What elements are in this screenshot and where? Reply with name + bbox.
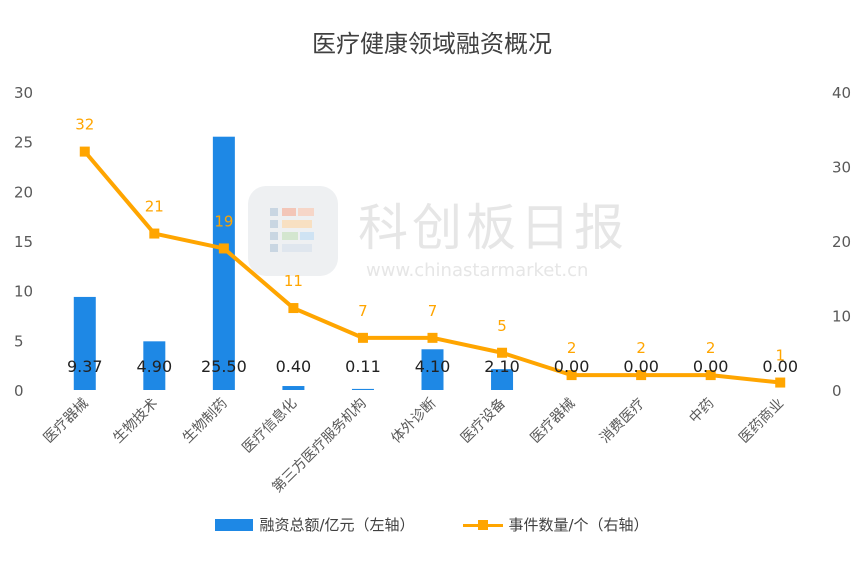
line-data-label: 5	[497, 317, 507, 335]
line-point	[566, 370, 577, 381]
category-label: 体外诊断	[388, 396, 439, 447]
line-point	[357, 332, 368, 343]
left-tick-label: 20	[14, 183, 33, 201]
line-point	[705, 370, 716, 381]
left-tick-label: 5	[14, 332, 24, 350]
right-axis: 0 10 20 30 40	[832, 84, 851, 400]
bar-data-label: 9.37	[67, 357, 103, 376]
bar	[143, 341, 166, 390]
category-label: 消费医疗	[597, 396, 648, 447]
legend-line-label: 事件数量/个（右轴）	[508, 516, 649, 534]
line-data-label: 2	[636, 339, 646, 357]
line-data-label: 1	[775, 347, 785, 365]
category-label: 医疗器械	[41, 396, 92, 447]
right-tick-label: 40	[832, 84, 851, 102]
left-axis: 0 5 10 15 20 25 30	[14, 84, 33, 400]
line-path	[83, 150, 781, 385]
bar-data-label: 0.11	[345, 357, 381, 376]
left-tick-label: 10	[14, 283, 33, 301]
bar-data-label: 4.10	[415, 357, 451, 376]
legend-item-bar: 融资总额/亿元（左轴）	[215, 514, 415, 535]
line-point	[497, 347, 508, 358]
left-tick-label: 15	[14, 233, 33, 251]
bar	[491, 369, 514, 390]
category-label: 医疗设备	[457, 395, 509, 447]
legend-item-line: 事件数量/个（右轴）	[462, 514, 649, 535]
right-tick-label: 10	[832, 308, 851, 326]
right-tick-label: 30	[832, 159, 851, 177]
category-label: 生物制药	[180, 396, 231, 447]
bar	[212, 136, 235, 390]
legend-line-swatch	[462, 519, 503, 531]
bar-series	[73, 136, 514, 390]
line-point	[288, 303, 299, 314]
legend-bar-swatch	[215, 518, 254, 531]
bar	[282, 386, 305, 390]
bar-data-label: 0.40	[276, 357, 312, 376]
line-point	[79, 146, 90, 157]
line-data-label: 21	[145, 198, 164, 216]
right-tick-label: 0	[832, 382, 842, 400]
bar	[421, 349, 444, 390]
right-tick-label: 20	[832, 233, 851, 251]
bar	[351, 388, 374, 390]
bar-data-label: 0.00	[762, 357, 798, 376]
bar-data-label: 25.50	[201, 357, 247, 376]
line-point	[427, 332, 438, 343]
bar-data-label: 4.90	[137, 357, 173, 376]
category-label: 医疗器械	[528, 396, 579, 447]
chart-title: 医疗健康领域融资概况	[312, 30, 552, 58]
left-tick-label: 30	[14, 84, 33, 102]
bar-data-label: 2.10	[484, 357, 520, 376]
line-point	[218, 243, 229, 254]
line-point	[636, 370, 647, 381]
category-label: 中药	[686, 396, 717, 427]
line-point	[775, 377, 786, 388]
line-data-label: 2	[567, 339, 577, 357]
line-data-label: 7	[358, 302, 368, 320]
left-tick-label: 0	[14, 382, 24, 400]
line-data-label: 32	[75, 116, 94, 134]
line-data-label: 11	[284, 272, 303, 290]
category-label: 医药商业	[736, 396, 787, 447]
left-tick-label: 25	[14, 134, 33, 152]
category-label: 生物技术	[110, 396, 161, 447]
line-data-label: 19	[214, 212, 233, 230]
bar	[73, 296, 96, 390]
category-label: 医疗信息化	[239, 395, 301, 457]
bar-data-label: 0.00	[693, 357, 729, 376]
bar-data-label: 0.00	[554, 357, 590, 376]
line-data-label: 2	[706, 339, 716, 357]
line-point	[149, 228, 160, 239]
bar-data-label: 0.00	[623, 357, 659, 376]
line-data-label: 7	[428, 302, 438, 320]
legend-bar-label: 融资总额/亿元（左轴）	[259, 516, 415, 534]
legend: 融资总额/亿元（左轴） 事件数量/个（右轴）	[0, 514, 864, 535]
